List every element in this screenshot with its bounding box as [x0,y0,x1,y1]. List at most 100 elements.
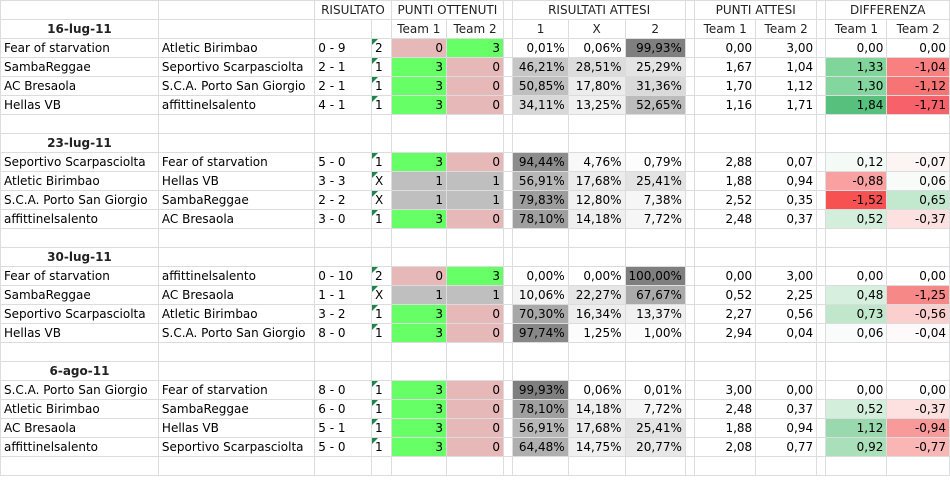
empty-cell[interactable] [314,361,373,381]
prob-1[interactable]: 0,01% [512,38,569,58]
empty-cell[interactable] [390,361,447,381]
points-team1[interactable]: 0 [390,266,447,286]
empty-cell[interactable] [816,209,827,229]
empty-cell[interactable] [512,361,569,381]
empty-cell[interactable] [624,456,686,476]
empty-cell[interactable] [816,304,827,324]
empty-cell[interactable] [157,342,316,362]
prob-x[interactable]: 0,00% [567,266,626,286]
match-sign[interactable]: 1 [371,95,392,115]
match-score[interactable]: 2 - 1 [314,57,373,77]
empty-cell[interactable] [390,247,447,267]
expected-team1[interactable]: 0,52 [694,285,757,305]
points-team2[interactable]: 3 [445,266,505,286]
team1-name[interactable]: Seportivo Scarpasciolta [0,152,159,172]
diff-team2[interactable]: 0,00 [886,380,950,400]
expected-team2[interactable]: 0,77 [755,437,818,457]
team1-name[interactable]: Fear of starvation [0,266,159,286]
expected-team2[interactable]: 1,04 [755,57,818,77]
empty-cell[interactable] [157,456,316,476]
team2-name[interactable]: Seportivo Scarpasciolta [157,437,316,457]
empty-cell[interactable] [694,228,757,248]
empty-cell[interactable] [157,0,316,20]
diff-team1[interactable]: 0,48 [825,285,888,305]
empty-cell[interactable] [314,342,373,362]
expected-team2[interactable]: 0,04 [755,323,818,343]
match-sign[interactable]: 1 [371,399,392,419]
empty-cell[interactable] [157,247,316,267]
empty-cell[interactable] [371,114,392,134]
empty-cell[interactable] [694,133,757,153]
expected-team1[interactable]: 2,48 [694,209,757,229]
match-score[interactable]: 0 - 9 [314,38,373,58]
empty-cell[interactable] [503,95,514,115]
empty-cell[interactable] [684,38,696,58]
empty-cell[interactable] [314,133,373,153]
empty-cell[interactable] [503,380,514,400]
team1-name[interactable]: Seportivo Scarpasciolta [0,304,159,324]
empty-cell[interactable] [314,114,373,134]
empty-cell[interactable] [684,76,696,96]
empty-cell[interactable] [567,247,626,267]
empty-cell[interactable] [512,114,569,134]
empty-cell[interactable] [390,342,447,362]
empty-cell[interactable] [503,247,514,267]
team2-name[interactable]: AC Bresaola [157,209,316,229]
empty-cell[interactable] [825,361,888,381]
team2-name[interactable]: Fear of starvation [157,152,316,172]
match-score[interactable]: 5 - 0 [314,152,373,172]
expected-team2[interactable]: 2,25 [755,285,818,305]
points-team2[interactable]: 0 [445,399,505,419]
prob-2[interactable]: 99,93% [624,38,686,58]
empty-cell[interactable] [755,456,818,476]
prob-1[interactable]: 56,91% [512,171,569,191]
prob-x[interactable]: 0,06% [567,38,626,58]
expected-team2[interactable]: 0,94 [755,418,818,438]
match-sign[interactable]: X [371,285,392,305]
empty-cell[interactable] [503,38,514,58]
team1-name[interactable]: Atletic Birimbao [0,399,159,419]
prob-2[interactable]: 7,72% [624,209,686,229]
empty-cell[interactable] [567,361,626,381]
empty-cell[interactable] [503,0,514,20]
expected-team2[interactable]: 0,94 [755,171,818,191]
points-team2[interactable]: 0 [445,304,505,324]
empty-cell[interactable] [886,456,950,476]
match-score[interactable]: 0 - 10 [314,266,373,286]
empty-cell[interactable] [816,133,827,153]
expected-team1[interactable]: 0,00 [694,38,757,58]
points-team1[interactable]: 3 [390,323,447,343]
empty-cell[interactable] [684,304,696,324]
match-sign[interactable]: 1 [371,57,392,77]
empty-cell[interactable] [816,380,827,400]
empty-cell[interactable] [886,342,950,362]
empty-cell[interactable] [157,228,316,248]
header-risultato[interactable]: RISULTATO [314,0,392,20]
empty-cell[interactable] [503,285,514,305]
empty-cell[interactable] [371,342,392,362]
team2-name[interactable]: AC Bresaola [157,285,316,305]
empty-cell[interactable] [755,342,818,362]
empty-cell[interactable] [755,228,818,248]
empty-cell[interactable] [512,342,569,362]
team1-name[interactable]: Hellas VB [0,323,159,343]
expected-team1[interactable]: 1,70 [694,76,757,96]
empty-cell[interactable] [684,437,696,457]
empty-cell[interactable] [816,266,827,286]
prob-2[interactable]: 31,36% [624,76,686,96]
empty-cell[interactable] [825,247,888,267]
prob-x[interactable]: 17,80% [567,76,626,96]
empty-cell[interactable] [816,95,827,115]
empty-cell[interactable] [503,323,514,343]
round-date[interactable]: 6-ago-11 [0,361,159,381]
empty-cell[interactable] [825,342,888,362]
subheader-x[interactable]: X [567,19,626,39]
team1-name[interactable]: Atletic Birimbao [0,171,159,191]
prob-1[interactable]: 94,44% [512,152,569,172]
empty-cell[interactable] [684,171,696,191]
empty-cell[interactable] [371,456,392,476]
empty-cell[interactable] [0,342,159,362]
prob-2[interactable]: 52,65% [624,95,686,115]
empty-cell[interactable] [886,247,950,267]
empty-cell[interactable] [684,247,696,267]
